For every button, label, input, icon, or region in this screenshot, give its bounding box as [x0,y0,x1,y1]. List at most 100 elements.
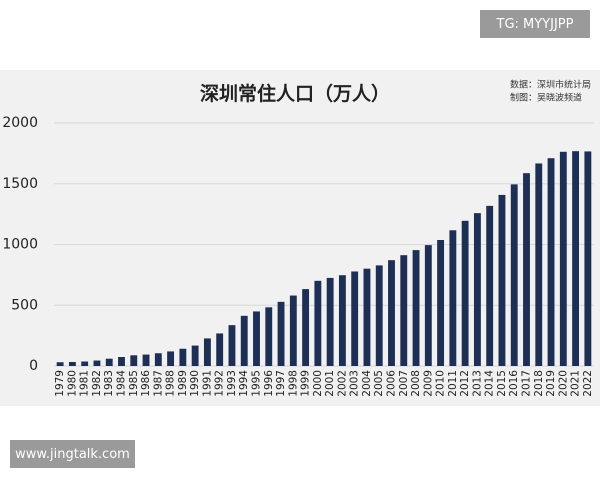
x-tick-label: 1995 [251,370,263,397]
x-tick-label: 1989 [177,370,189,397]
chart: 深圳常住人口（万人） 数据：深圳市统计局 制图：吴晓波频道 0 500 1000 15… [0,70,600,406]
x-tick-label: 1992 [214,370,226,397]
bar [289,295,297,366]
x-tick-label: 2002 [336,370,348,397]
bar [130,355,138,366]
bar [498,194,506,366]
x-tick-label: 2003 [349,370,361,397]
x-tick-label: 1996 [263,370,275,397]
y-tick-label: 500 [11,297,38,313]
bar [56,362,64,366]
y-tick-label: 2000 [2,115,38,131]
x-tick-label: 2007 [398,370,410,397]
x-tick-label: 1979 [54,370,66,397]
bar [412,250,420,366]
bar [326,277,334,366]
x-tick-label: 1994 [238,370,250,397]
x-tick-label: 2005 [373,370,385,397]
bar [437,240,445,366]
bar [572,151,580,366]
bar [142,354,150,366]
bar [216,333,224,366]
bar [81,361,89,366]
bar [302,289,310,366]
chart-background [0,70,600,406]
bar [105,358,113,366]
x-tick-label: 1993 [226,370,238,397]
bar [523,173,530,366]
x-tick-label: 2015 [496,370,508,397]
x-tick-label: 1983 [103,370,115,397]
x-tick-label: 2021 [570,370,582,397]
bar [203,338,211,366]
x-tick-label: 1999 [300,370,312,397]
x-tick-label: 1998 [287,370,299,397]
x-tick-label: 2018 [533,370,545,397]
x-tick-label: 1997 [275,370,287,397]
x-tick-label: 2020 [557,370,569,397]
bar [375,265,383,366]
x-tick-label: 1991 [201,370,213,397]
x-tick-label: 1980 [66,370,78,397]
bar [253,311,260,366]
x-tick-label: 1986 [140,370,152,397]
bar [547,158,555,366]
bar [277,301,285,366]
x-tick-label: 2012 [459,370,471,397]
bar [535,163,543,366]
x-tick-label: 2010 [435,370,447,397]
y-tick-label: 0 [29,358,38,374]
bar [449,230,457,366]
bar [68,361,76,366]
bar [400,255,408,366]
bar [424,245,432,366]
bar [314,280,322,366]
bar [154,353,162,366]
source-note: 数据：深圳市统计局 [510,79,591,91]
x-tick-label: 2016 [508,370,520,397]
bar [191,345,199,366]
bar [461,220,469,366]
x-tick-label: 2017 [521,370,533,397]
bar [93,360,101,366]
x-tick-label: 1982 [91,370,103,397]
x-tick-label: 2011 [447,370,459,397]
bar [388,260,395,366]
bar [179,348,187,366]
y-tick-label: 1500 [2,176,38,192]
x-tick-label: 2022 [582,370,594,397]
x-tick-label: 1987 [152,370,164,397]
bar [510,184,518,366]
bar [363,268,371,366]
watermark-badge: TG: MYYJJPP [480,10,590,38]
bar [486,205,494,366]
bar [240,315,248,366]
x-tick-label: 2004 [361,370,373,397]
bar [338,275,346,366]
x-tick-label: 2013 [471,370,483,397]
y-tick-label: 1000 [2,237,38,253]
source-note: 制图：吴晓波频道 [510,92,582,104]
bar [228,325,236,366]
x-tick-label: 1981 [79,370,91,397]
bar [167,351,175,366]
site-badge: www.jingtalk.com [10,440,135,468]
x-tick-label: 1988 [165,370,177,397]
x-tick-label: 2008 [410,370,422,397]
bar [118,357,125,366]
bar [559,151,567,366]
x-tick-label: 2000 [312,370,324,397]
bar [473,213,481,366]
bar [351,271,359,366]
x-tick-label: 1990 [189,370,201,397]
bar [584,151,592,366]
chart-title: 深圳常住人口（万人） [200,82,390,105]
bar [265,307,273,366]
x-tick-label: 2009 [422,370,434,397]
x-tick-label: 2014 [484,370,496,397]
x-tick-label: 1984 [116,370,128,397]
x-tick-label: 2019 [545,370,557,397]
x-tick-label: 1985 [128,370,140,397]
x-tick-label: 2006 [386,370,398,397]
